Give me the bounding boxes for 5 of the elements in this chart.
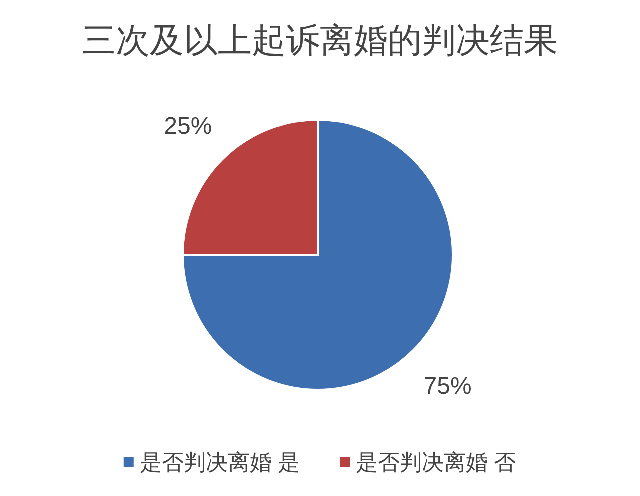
data-label: 75% [424,372,472,400]
chart-title: 三次及以上起诉离婚的判决结果 [82,22,558,60]
legend-label: 是否判决离婚 是 [140,450,300,475]
data-label: 25% [164,113,212,140]
legend-label: 是否判决离婚 否 [356,450,516,475]
